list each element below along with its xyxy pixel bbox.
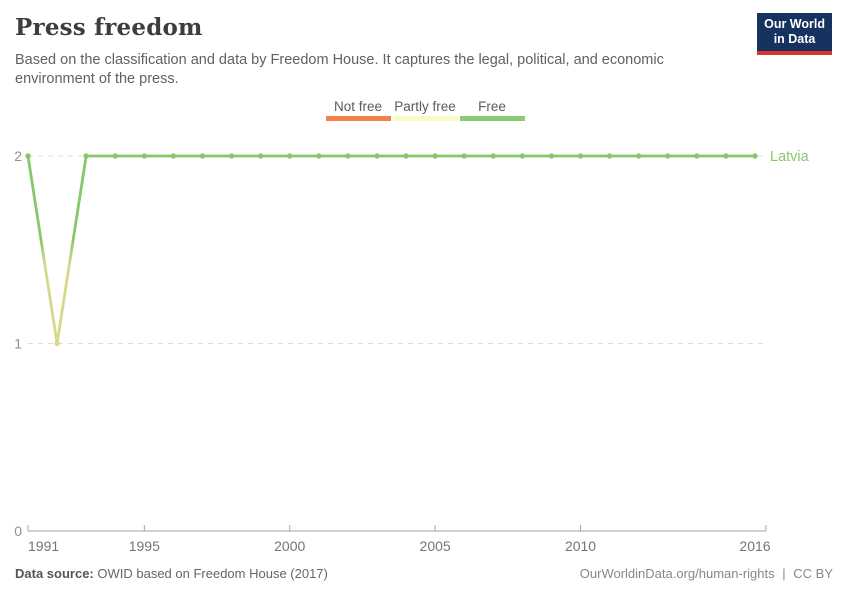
legend-swatch-free (459, 116, 525, 121)
legend-item-partly-free[interactable]: Partly free (392, 99, 458, 121)
data-point-marker[interactable] (345, 153, 351, 159)
data-point-marker[interactable] (548, 153, 555, 159)
license-label: CC BY (793, 566, 833, 581)
data-point-marker[interactable] (752, 153, 758, 159)
data-point-marker[interactable] (403, 153, 409, 159)
data-point-marker[interactable] (83, 153, 89, 159)
data-point-marker[interactable] (723, 153, 729, 159)
legend-label: Not free (333, 99, 383, 114)
data-point-marker[interactable] (228, 153, 235, 159)
footer-credits: OurWorldinData.org/human-rights | CC BY (580, 566, 833, 581)
legend-label: Partly free (394, 99, 456, 114)
x-axis-label: 2000 (274, 538, 305, 554)
data-point-marker[interactable] (694, 153, 700, 159)
data-source: Data source: OWID based on Freedom House… (15, 566, 328, 581)
data-source-label: Data source: (15, 566, 94, 581)
x-axis-label: 1991 (28, 538, 59, 554)
x-axis-label: 1995 (129, 538, 160, 554)
data-point-marker[interactable] (112, 153, 118, 159)
owid-logo[interactable]: Our World in Data (757, 13, 832, 55)
series-line-segment (55, 155, 88, 344)
legend-item-not-free[interactable]: Not free (325, 99, 391, 121)
data-point-marker[interactable] (665, 153, 671, 159)
data-point-marker[interactable] (257, 153, 264, 159)
data-point-marker[interactable] (519, 153, 526, 159)
x-axis-label: 2016 (739, 538, 770, 554)
data-point-marker[interactable] (432, 153, 438, 159)
data-point-marker[interactable] (635, 153, 642, 159)
y-axis-label: 1 (14, 336, 22, 352)
x-axis-label: 2010 (565, 538, 596, 554)
legend-swatch-not-free (325, 116, 391, 121)
y-axis-label: 2 (14, 148, 22, 164)
page-title: Press freedom (15, 14, 203, 41)
legend-label: Free (478, 99, 506, 114)
owid-link[interactable]: OurWorldinData.org/human-rights (579, 566, 775, 581)
legend-swatch-partly-free (392, 116, 458, 121)
data-point-marker[interactable] (54, 340, 60, 347)
data-point-marker[interactable] (170, 153, 177, 159)
data-point-marker[interactable] (490, 153, 496, 159)
owid-logo-line1: Our World (764, 17, 825, 31)
data-point-marker[interactable] (199, 153, 206, 159)
y-axis-label: 0 (14, 523, 22, 539)
data-point-marker[interactable] (25, 153, 31, 159)
chart-subtitle: Based on the classification and data by … (15, 52, 664, 87)
data-source-text: OWID based on Freedom House (2017) (97, 566, 328, 581)
data-point-marker[interactable] (374, 153, 380, 159)
data-point-marker[interactable] (141, 153, 148, 159)
owid-logo-line2: in Data (773, 32, 816, 47)
data-point-marker[interactable] (461, 153, 467, 159)
entity-label[interactable]: Latvia (770, 149, 810, 165)
category-legend: Not free Partly free Free (0, 99, 850, 121)
legend-item-free[interactable]: Free (459, 99, 525, 121)
series-line-segment (26, 155, 59, 344)
x-axis-label: 2005 (420, 538, 451, 554)
footer-separator: | (782, 566, 786, 581)
data-point-marker[interactable] (577, 153, 584, 159)
data-point-marker[interactable] (316, 153, 322, 159)
data-point-marker[interactable] (287, 153, 293, 159)
data-point-marker[interactable] (606, 153, 613, 159)
